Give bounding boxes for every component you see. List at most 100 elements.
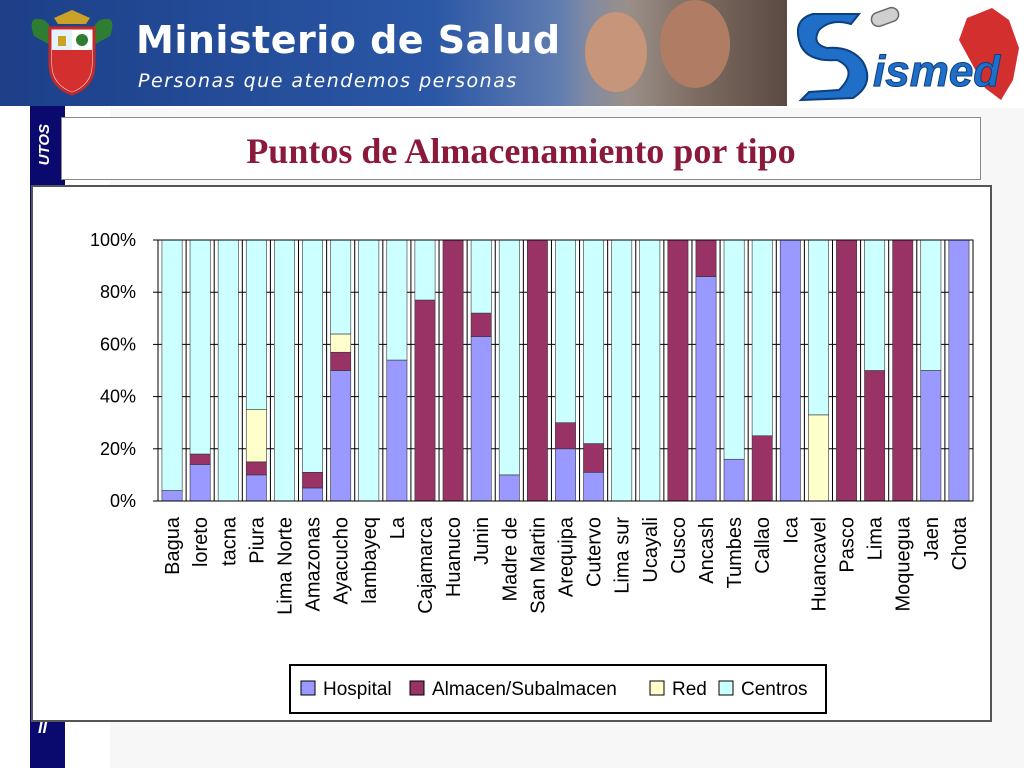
x-tick-label: loreto [190, 517, 212, 567]
legend-swatch [300, 680, 316, 696]
x-tick-label: Chota [949, 516, 971, 570]
x-tick-label: Arequipa [556, 516, 578, 597]
bar-segment [583, 239, 605, 444]
y-tick-label: 100% [90, 230, 136, 250]
bar-segment [864, 370, 886, 502]
bar-segment [386, 239, 408, 361]
chart-panel: 0% 20% 40% 60% 80% 100% Bagua loreto tacna Piura L… [31, 185, 992, 722]
bar-segment [751, 435, 773, 502]
bar-segment [751, 239, 773, 437]
x-tick-label: Tumbes [724, 517, 746, 589]
x-tick-label: Cutervo [584, 517, 606, 587]
legend-swatch [649, 680, 665, 696]
y-tick-label: 0% [110, 491, 136, 511]
x-tick-label: Moquegua [893, 516, 915, 611]
woman-photo [660, 0, 730, 88]
child-photo [585, 12, 647, 92]
x-tick-label: lambayeq [359, 517, 381, 604]
bar-segment [245, 461, 267, 476]
bar-segment [302, 471, 323, 489]
bar-segment [920, 370, 942, 502]
bar-segment [723, 458, 745, 502]
bar-segment [920, 239, 942, 371]
x-tick-label: Lima [865, 516, 887, 560]
sidebar-text-bottom: II [38, 720, 47, 737]
x-tick-label: Huancavel [808, 517, 830, 612]
x-tick-label: Piura [246, 516, 268, 564]
bar-segment [386, 359, 408, 502]
bar-segment [217, 239, 239, 502]
bar-segment [583, 471, 605, 502]
chart-legend: Hospital Almacen/Subalmacen Red Centros [289, 664, 827, 714]
x-tick-label: Ica [780, 516, 802, 544]
bar-segment [723, 239, 745, 460]
bar-segment [470, 336, 492, 502]
x-tick-label: Amazonas [303, 517, 325, 612]
bar-segment [161, 490, 183, 502]
legend-label: Almacen/Subalmacen [432, 679, 617, 700]
bar-segment [442, 239, 464, 502]
bar-segment [245, 239, 267, 410]
legend-box [289, 664, 827, 714]
title-box: Puntos de Almacenamiento por tipo [61, 117, 981, 180]
plot-border [157, 239, 974, 502]
bar-segment [274, 239, 295, 502]
x-tick-label: Ucayali [640, 517, 662, 583]
bar-segment [161, 239, 183, 491]
x-tick-label: Cajamarca [415, 516, 437, 614]
x-tick-label: La [387, 516, 409, 539]
bar-segment [330, 333, 352, 353]
x-tick-label: San Martin [527, 517, 549, 614]
bar-segment [667, 239, 689, 502]
bar-segment [864, 239, 886, 371]
x-tick-label: Ayacucho [331, 517, 353, 604]
bar-segment [302, 487, 323, 502]
bar-segment [189, 239, 211, 455]
x-tick-label: Lima Norte [274, 517, 296, 615]
bar-segment [189, 453, 211, 465]
y-tick-label: 40% [100, 387, 136, 407]
legend-label: Red [672, 679, 707, 700]
bar-segment [414, 299, 436, 502]
bar-segment [779, 239, 801, 502]
bar-segment [358, 239, 380, 502]
bar-segment [892, 239, 914, 502]
bar-segment [330, 239, 352, 335]
bar-segment [414, 239, 436, 301]
sismed-logo: ismed [787, 0, 1024, 108]
bar-segment [695, 239, 717, 277]
y-tick-label: 60% [100, 334, 136, 354]
bar-segment [555, 239, 576, 423]
bar-segment [836, 239, 857, 502]
bar-segment [948, 239, 970, 502]
sismed-wordmark: ismed [873, 47, 1001, 96]
sismed-logo-icon: ismed [797, 6, 1019, 102]
bar-segment [583, 443, 605, 473]
bar-segment [808, 414, 829, 502]
x-tick-label: Ancash [696, 517, 718, 584]
bar-segment [555, 448, 576, 502]
bar-segment [245, 474, 267, 502]
legend-swatch [409, 680, 425, 696]
bar-segment [498, 239, 520, 476]
bar-segment [611, 239, 633, 502]
y-tick-label: 80% [100, 282, 136, 302]
legend-label: Hospital [323, 679, 392, 700]
x-tick-label: Lima sur [612, 517, 634, 594]
y-tick-label: 20% [100, 439, 136, 459]
stacked-bar-chart: 0% 20% 40% 60% 80% 100% Bagua loreto tacna Piura L… [90, 230, 974, 714]
x-tick-label: Jaen [921, 517, 943, 560]
bar-segment [498, 474, 520, 502]
bar-segment [555, 422, 576, 450]
header-banner: Ministerio de Salud Personas que atendem… [0, 0, 1024, 108]
bar-segment [330, 370, 352, 502]
sidebar-text-top: UTOS [36, 124, 53, 166]
bar-segment [189, 464, 211, 502]
x-tick-label: Madre de [499, 517, 521, 602]
bar-segment [808, 239, 829, 416]
bar-segment [330, 351, 352, 371]
x-tick-label: Pasco [837, 517, 859, 573]
bar-segment [245, 409, 267, 463]
ministry-title: Ministerio de Salud [136, 18, 561, 62]
bar-segment [470, 239, 492, 314]
